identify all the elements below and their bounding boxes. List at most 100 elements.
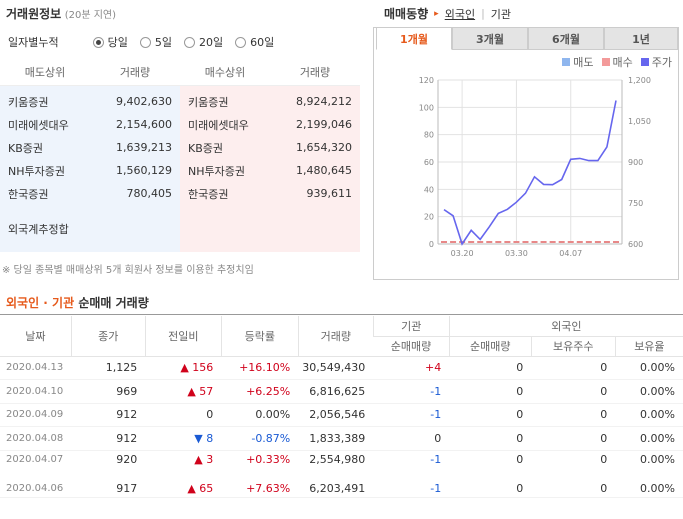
broker-volume: 1,639,213 (116, 141, 172, 154)
cell-rate: +0.33% (221, 450, 299, 474)
period-option-60d[interactable]: 60일 (235, 34, 274, 50)
broker-volume: 1,654,320 (296, 141, 352, 154)
cell-close: 917 (71, 473, 146, 498)
x-tick-label: 04.07 (559, 249, 582, 258)
broker-table: 매도상위 거래량 매수상위 거래량 키움증권 9,402,630 미래에셋대우 2,… (0, 60, 360, 252)
cell-foreign-ratio: 0.00% (615, 356, 683, 380)
cell-foreign-net: 0 (449, 403, 532, 427)
period-option-today[interactable]: 당일 (92, 34, 128, 50)
legend-label: 매도 (573, 56, 594, 69)
cell-volume: 6,203,491 (298, 473, 374, 498)
broker-name: NH투자증권 (188, 164, 245, 178)
cell-inst-net: 0 (373, 426, 450, 451)
tab-1month[interactable]: 1개월 (376, 27, 452, 50)
radio-icon[interactable] (92, 36, 104, 48)
volume-bar (531, 241, 538, 243)
cell-rate: 0.00% (221, 403, 299, 427)
col-inst-net: 순매매량 (373, 336, 450, 357)
broker-volume: 939,611 (306, 187, 353, 200)
period-option-5d[interactable]: 5일 (139, 34, 172, 50)
y-right-tick-label: 1,050 (628, 117, 651, 126)
cell-date: 2020.04.06 (0, 473, 72, 498)
divider: | (481, 7, 485, 20)
period-option-20d[interactable]: 20일 (183, 34, 224, 50)
cell-rate: +7.63% (221, 473, 299, 498)
accum-label: 일자별누적 (8, 36, 59, 49)
broker-name: 미래에셋대우 (188, 118, 249, 132)
col-date: 날짜 (0, 316, 72, 357)
legend-label: 주가 (651, 56, 672, 69)
divider (0, 314, 683, 315)
cell-foreign-hold: 0 (531, 450, 616, 474)
cell-inst-net: -1 (373, 379, 450, 404)
estimate-note: ※ 당일 종목별 매매상위 5개 회원사 정보를 이용한 추정치임 (2, 265, 254, 276)
cell-close: 920 (71, 450, 146, 474)
broker-volume: 2,199,046 (296, 118, 352, 131)
radio-icon[interactable] (235, 36, 247, 48)
cell-foreign-net: 0 (449, 356, 532, 380)
cell-close: 1,125 (71, 356, 146, 380)
period-label: 5일 (154, 36, 172, 49)
period-label: 60일 (250, 36, 275, 49)
buy-top-list: 키움증권 8,924,212 미래에셋대우 2,199,046 KB증권 1,654,… (180, 86, 360, 252)
tab-3month[interactable]: 3개월 (452, 27, 528, 50)
cell-foreign-net: 0 (449, 473, 532, 498)
y-left-tick-label: 20 (424, 213, 434, 222)
cell-foreign-ratio: 0.00% (615, 473, 683, 498)
cell-foreign-net: 0 (449, 450, 532, 474)
cell-foreign-net: 0 (449, 426, 532, 451)
radio-icon[interactable] (183, 36, 195, 48)
cell-inst-net: -1 (373, 473, 450, 498)
volume-bar (468, 241, 475, 243)
broker-name: 키움증권 (188, 95, 229, 109)
broker-name: KB증권 (8, 141, 43, 155)
cell-foreign-ratio: 0.00% (615, 403, 683, 427)
net-section-subtitle: 순매매 거래량 (78, 296, 149, 310)
legend-price: 주가 (640, 54, 672, 70)
cell-change: ▲ 3 (145, 450, 222, 474)
link-institution[interactable]: 기관 (490, 7, 512, 21)
link-foreign[interactable]: 외국인 (444, 7, 476, 21)
broker-name: 한국증권 (8, 187, 49, 201)
trade-info-title: 거래원정보 (6, 7, 62, 21)
volume-bar (441, 241, 447, 243)
legend-swatch-price (640, 58, 649, 66)
volume-bar (477, 241, 484, 243)
volume-bar (495, 241, 502, 243)
volume-bar (613, 241, 619, 243)
broker-name: NH투자증권 (8, 164, 65, 178)
col-close: 종가 (70, 316, 146, 357)
col-volume: 거래량 (297, 316, 374, 357)
period-label: 20일 (198, 36, 224, 49)
tab-1year[interactable]: 1년 (604, 27, 678, 50)
cell-inst-net: -1 (373, 450, 450, 474)
y-right-tick-label: 750 (628, 199, 643, 208)
y-right-tick-label: 900 (628, 158, 643, 167)
cell-change: ▲ 57 (145, 379, 222, 404)
list-item: KB증권 1,654,320 (188, 136, 352, 159)
y-right-tick-label: 1,200 (628, 76, 651, 85)
tab-6month[interactable]: 6개월 (528, 27, 604, 50)
foreign-estimate-row: 외국계추정합 (8, 217, 172, 240)
chart-legend: 매도 매수 주가 (562, 54, 672, 70)
period-tabs: 1개월 3개월 6개월 1년 (376, 27, 678, 50)
cell-date: 2020.04.09 (0, 403, 72, 427)
cell-change: ▲ 65 (145, 473, 222, 498)
cell-change: 0 (145, 403, 222, 427)
cell-rate: +16.10% (221, 356, 299, 380)
list-item: 한국증권 780,405 (8, 182, 172, 205)
y-left-tick-label: 0 (429, 240, 434, 249)
broker-volume: 2,154,600 (116, 118, 172, 131)
volume-bar (504, 241, 511, 243)
broker-name: KB증권 (188, 141, 223, 155)
table-row: 2020.04.13 1,125 ▲ 156 +16.10% 30,549,430 +4 0… (0, 356, 683, 380)
volume-bar (549, 241, 556, 243)
y-left-tick-label: 40 (424, 185, 434, 194)
table-row: 2020.04.07 920 ▲ 3 +0.33% 2,554,980 -1 0 0 0.00% (0, 450, 683, 474)
cell-close: 912 (71, 426, 146, 451)
broker-volume: 8,924,212 (296, 95, 352, 108)
cell-foreign-ratio: 0.00% (615, 426, 683, 451)
price-line (443, 100, 617, 246)
cell-rate: +6.25% (221, 379, 299, 404)
radio-icon[interactable] (139, 36, 151, 48)
